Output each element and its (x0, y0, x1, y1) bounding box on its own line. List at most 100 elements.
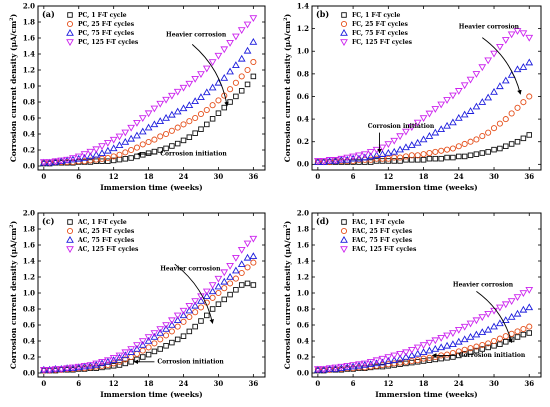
y-axis-label-end: ) (283, 221, 292, 225)
data-point (461, 153, 468, 160)
data-point (438, 155, 444, 162)
data-point (390, 137, 399, 145)
data-point (109, 144, 118, 152)
legend: PC, 1 F-T cycle PC, 25 F-T cycles PC, 75 F… (66, 12, 139, 47)
data-point (121, 351, 130, 359)
x-tick-label: 0 (315, 379, 320, 388)
x-tick-label: 18 (419, 172, 429, 181)
x-tick-label: 24 (179, 172, 189, 181)
data-point (179, 84, 188, 92)
data-point (167, 92, 176, 100)
data-point (391, 360, 398, 367)
annotation-corrosion-initiation: Corrosion initiation (133, 358, 224, 365)
data-point (454, 88, 463, 95)
data-point (472, 102, 481, 110)
data-point (519, 305, 528, 313)
data-point (378, 358, 387, 366)
data-point (313, 158, 322, 165)
panel-label: (b) (316, 9, 329, 19)
data-point (490, 337, 498, 345)
data-point (490, 322, 498, 330)
data-point (407, 351, 416, 359)
data-point (128, 353, 135, 361)
data-point (431, 128, 440, 136)
data-point (51, 158, 60, 166)
data-point (366, 359, 375, 366)
data-point (496, 43, 504, 51)
y-tick-label: 1.0 (23, 288, 35, 297)
plot-frame (37, 5, 266, 171)
data-point (372, 357, 381, 365)
y-tick-label: 1.8 (23, 224, 35, 233)
data-point (390, 352, 399, 360)
data-point (319, 158, 328, 165)
data-point (501, 76, 510, 84)
x-tick-label: 18 (144, 172, 154, 181)
data-point (526, 323, 533, 330)
data-point (215, 289, 222, 297)
data-point (168, 127, 175, 134)
data-point (233, 287, 239, 293)
data-point (343, 154, 352, 162)
data-point (202, 65, 211, 73)
data-point (356, 159, 362, 165)
data-point (420, 355, 427, 362)
data-point (372, 146, 381, 154)
data-point (402, 128, 410, 136)
data-point (115, 133, 124, 141)
data-point (408, 152, 415, 159)
data-point (214, 275, 223, 283)
data-point (121, 349, 130, 357)
data-point (473, 136, 480, 143)
data-point (63, 365, 71, 373)
data-point (378, 150, 387, 157)
data-point (63, 156, 71, 164)
data-point (180, 333, 187, 339)
data-point (501, 301, 510, 309)
data-point (128, 146, 135, 154)
annotation-text: Heavier corrosion (453, 282, 514, 289)
data-point (420, 157, 427, 163)
data-point (145, 138, 152, 146)
data-point (460, 110, 469, 118)
data-point (185, 303, 194, 310)
data-point (525, 287, 534, 294)
data-point (461, 346, 468, 353)
data-point (507, 31, 516, 39)
data-point (402, 143, 410, 151)
data-point (80, 153, 89, 161)
data-point (209, 116, 216, 122)
series-125-ft-cycles (313, 28, 534, 165)
legend-marker (340, 246, 348, 254)
data-point (214, 282, 223, 290)
data-point (244, 81, 251, 88)
y-tick-label: 0.4 (23, 336, 35, 345)
data-point (174, 323, 181, 330)
data-point (496, 335, 503, 342)
data-point (385, 158, 392, 164)
data-point (179, 307, 188, 315)
data-point (237, 27, 246, 35)
x-tick-label: 24 (454, 172, 464, 181)
data-point (467, 138, 474, 145)
data-point (128, 359, 134, 365)
data-point (501, 316, 510, 323)
y-axis-label-superscript: 2 (283, 224, 289, 228)
data-point (360, 360, 369, 368)
chart-panel-2: 0 6 12 18 24 30 36 0.0 0.2 0.4 0.6 0.8 1.0 1.2 1.4 Imme… (283, 1, 542, 192)
data-point (467, 349, 474, 355)
y-axis-label-main: Corrosion current density (μA/cm (283, 228, 292, 369)
data-point (525, 58, 534, 66)
data-point (360, 151, 369, 159)
data-point (367, 159, 374, 165)
data-point (419, 135, 428, 143)
data-point (145, 150, 152, 156)
annotation-text: Corrosion initiation (160, 151, 227, 158)
data-point (431, 106, 440, 113)
data-point (519, 290, 528, 298)
data-point (144, 336, 153, 344)
data-point (456, 352, 462, 359)
x-tick-label: 0 (315, 172, 320, 181)
data-point (133, 342, 141, 350)
